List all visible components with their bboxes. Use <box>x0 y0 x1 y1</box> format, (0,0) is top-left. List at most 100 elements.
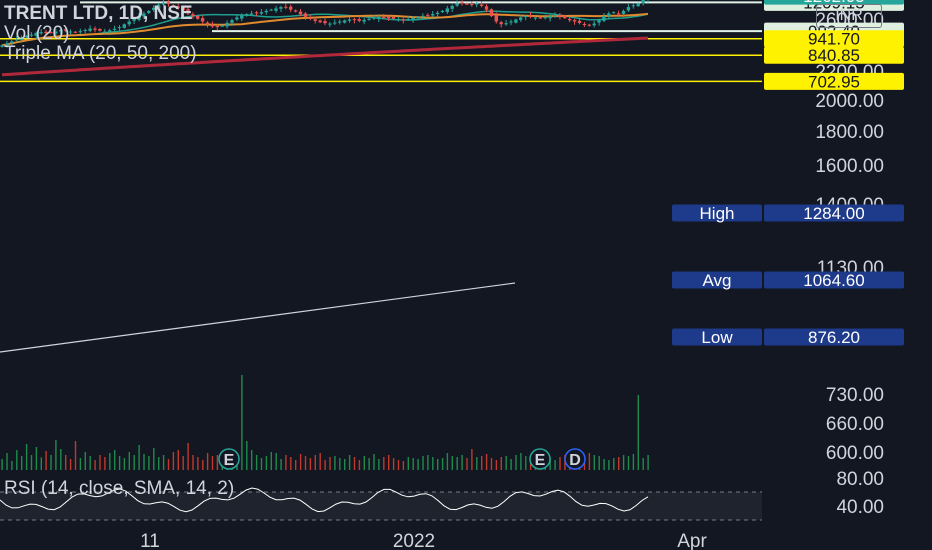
stat-badge-avg[interactable]: Avg 1064.60 <box>672 271 904 290</box>
level-price-tag-bg <box>764 30 904 48</box>
level-price-tag[interactable]: 840.85 <box>764 46 904 65</box>
candle-body <box>333 22 337 24</box>
candle-body <box>347 19 352 21</box>
event-marker[interactable]: E <box>529 448 551 470</box>
candle-body <box>367 18 371 20</box>
candle-body <box>435 12 440 15</box>
candle-body <box>558 15 562 17</box>
candle <box>391 16 396 20</box>
candle-series <box>0 0 649 48</box>
candle <box>323 18 327 26</box>
level-price-tag[interactable]: 702.95 <box>764 72 904 91</box>
candle <box>122 23 126 29</box>
volume-bar <box>109 453 111 470</box>
volume-bar <box>432 457 434 470</box>
stat-badge-low[interactable]: Low 876.20 <box>672 328 904 347</box>
volume-bar <box>598 456 600 470</box>
volume-bar <box>128 452 130 470</box>
rsi-panel[interactable]: RSI (14, close, SMA, 14, 2) 80.00 40.00 <box>0 469 884 521</box>
stat-badge-value-bg <box>764 204 904 222</box>
volume-bar <box>525 456 527 470</box>
candle <box>563 14 567 19</box>
candle-body <box>607 13 611 17</box>
volume-bar <box>613 458 615 470</box>
stat-badge-high[interactable]: High 1284.00 <box>672 204 904 223</box>
event-marker-circle <box>218 448 240 470</box>
candle-body <box>455 3 459 6</box>
volume-bar <box>251 450 253 470</box>
last-price-tag-bg <box>764 0 904 5</box>
candle-body <box>5 43 9 46</box>
event-marker[interactable]: D <box>564 448 586 470</box>
candle-body <box>484 6 489 10</box>
candle <box>10 39 14 47</box>
candle <box>558 13 562 20</box>
volume-bar <box>255 455 258 470</box>
candle <box>647 0 649 3</box>
candle-body <box>259 12 264 14</box>
volume-bar <box>407 457 409 470</box>
candle-body <box>426 14 430 16</box>
candle-body <box>235 17 239 20</box>
candle-body <box>460 2 464 4</box>
volume-bar <box>456 457 458 470</box>
candle <box>230 18 234 27</box>
candle <box>499 20 503 28</box>
candle <box>210 21 215 28</box>
candle-body <box>161 2 166 5</box>
candle <box>176 3 180 10</box>
volume-indicator-label[interactable]: Vol (20) <box>4 23 70 44</box>
candle <box>78 28 82 34</box>
candle-body <box>29 34 34 36</box>
level-price-tag[interactable]: 941.70 <box>764 30 904 49</box>
time-tick-label: 11 <box>140 531 160 550</box>
currency-button[interactable]: INR <box>816 4 882 28</box>
candle <box>523 14 528 21</box>
candle-body <box>186 9 190 14</box>
candle <box>406 15 410 21</box>
candle <box>39 29 43 35</box>
volume-bar <box>402 461 405 470</box>
candle <box>49 31 53 34</box>
rsi-tick-label: 40.00 <box>836 497 884 518</box>
candle-body <box>587 24 591 26</box>
candle-body <box>200 18 205 22</box>
candle-body <box>103 31 107 33</box>
candle-body <box>568 18 572 21</box>
candle-body <box>191 14 195 17</box>
candle <box>440 10 445 13</box>
stat-badge-label-bg <box>672 271 762 289</box>
candle-body <box>44 31 48 34</box>
candle-body <box>440 10 445 13</box>
candle <box>259 9 264 15</box>
candle <box>372 15 376 21</box>
candle <box>293 9 298 13</box>
event-marker[interactable]: E <box>218 448 240 470</box>
candle <box>152 5 156 12</box>
candle-body <box>445 8 449 12</box>
volume-bar <box>485 454 488 470</box>
candle <box>249 10 254 16</box>
time-axis[interactable] <box>0 527 762 550</box>
volume-bar <box>437 459 439 470</box>
last-price-tag[interactable]: 1262.05 <box>764 0 904 6</box>
candle <box>44 29 48 36</box>
candle <box>166 0 171 7</box>
trend-line[interactable] <box>0 282 516 353</box>
volume-bar <box>74 441 77 470</box>
volume-bar <box>304 456 307 470</box>
volume-bar <box>65 455 67 470</box>
candle-body <box>108 30 112 32</box>
candle-body <box>519 17 523 20</box>
candle <box>484 4 489 13</box>
volume-bar <box>334 456 336 470</box>
candle <box>318 19 322 24</box>
candle <box>621 9 626 18</box>
candle-body <box>83 30 87 31</box>
triple-ma-label[interactable]: Triple MA (20, 50, 200) <box>4 43 197 64</box>
candle-body <box>284 6 288 8</box>
volume-bar <box>290 457 292 470</box>
rsi-label: RSI (14, close, SMA, 14, 2) <box>4 478 234 499</box>
volume-bar <box>392 458 395 470</box>
